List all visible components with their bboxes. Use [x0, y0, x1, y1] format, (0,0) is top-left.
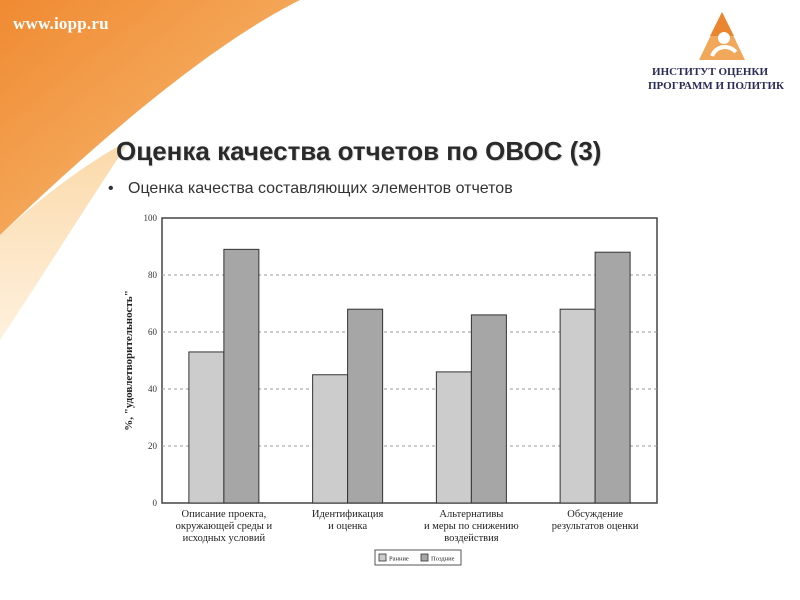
logo-emblem-icon [699, 12, 745, 60]
x-tick-label-line: Обсуждение [567, 509, 623, 520]
site-url[interactable]: www.iopp.ru [13, 14, 109, 33]
y-tick-label: 80 [148, 270, 158, 280]
y-tick-label: 40 [148, 384, 158, 394]
bar-late [470, 314, 507, 504]
slide-title: Оценка качества отчетов по ОВОС (3) [116, 136, 602, 166]
x-tick-label-line: исходных условий [183, 533, 266, 544]
bar-late [223, 248, 260, 504]
legend-label: Поздние [431, 556, 455, 563]
y-axis-label: %, "удовлетворительность" [123, 290, 135, 431]
bar-early [435, 371, 472, 504]
y-tick-label: 60 [148, 327, 158, 337]
bar-early [312, 374, 349, 504]
bar-early [188, 351, 225, 504]
logo-text-line1: ИНСТИТУТ ОЦЕНКИ [652, 66, 768, 78]
x-tick-label-line: окружающей среды и [176, 521, 273, 532]
logo-text-line2: ПРОГРАММ И ПОЛИТИК [647, 80, 784, 92]
x-tick-label: Описание проекта, окружающей среды и исход… [176, 509, 273, 544]
bullet-glyph: • [108, 180, 114, 197]
legend-swatch [420, 553, 429, 562]
x-tick-label: Обсуждение результатов оценки [552, 509, 639, 532]
plot-frame [161, 217, 658, 504]
x-tick-label-line: Альтернативы [439, 509, 503, 520]
x-tick-label-line: и меры по снижению [424, 521, 519, 532]
bar-early [559, 308, 596, 504]
x-tick-label-line: и оценка [328, 521, 367, 532]
y-tick-label: 100 [144, 213, 158, 223]
x-tick-label-line: Идентификация [312, 509, 384, 520]
x-tick-label-line: результатов оценки [552, 521, 639, 532]
y-tick-label: 0 [153, 498, 158, 508]
bullet-text: Оценка качества составляющих элементов о… [128, 180, 513, 197]
bar-late [347, 308, 384, 504]
y-tick-label: 20 [148, 441, 158, 451]
institute-logo: ИНСТИТУТ ОЦЕНКИ ПРОГРАММ И ПОЛИТИК [640, 8, 790, 98]
bar-chart: 0 20 40 60 80 100 %, "удовлетворительность" Опи… [123, 213, 658, 566]
legend-box [374, 549, 462, 566]
x-tick-label: Идентификация и оценка [312, 509, 384, 532]
legend-swatch [378, 553, 387, 562]
x-tick-label-line: Описание проекта, [182, 509, 267, 520]
x-tick-label: Альтернативы и меры по снижению воздействи… [424, 509, 519, 544]
x-tick-label-line: воздействия [444, 533, 499, 544]
orange-side-band [0, 140, 130, 340]
bar-late [594, 251, 631, 504]
bullet-item: • Оценка качества составляющих элементов … [108, 180, 513, 198]
legend-label: Ранние [389, 556, 409, 563]
orange-corner-band [0, 0, 300, 235]
